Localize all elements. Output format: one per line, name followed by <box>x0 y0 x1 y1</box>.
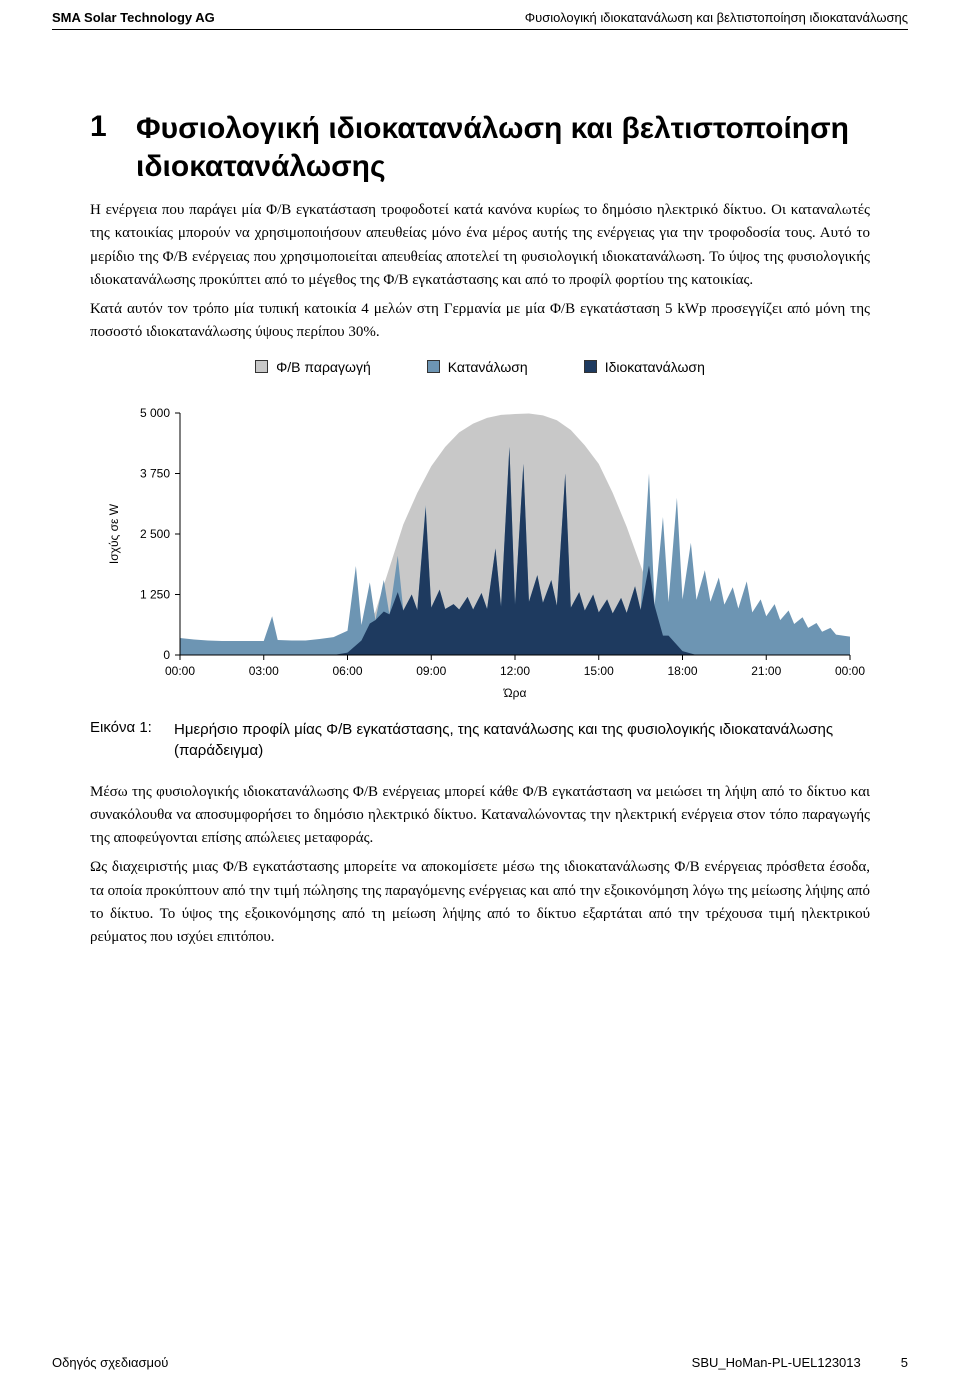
chart-legend: Φ/Β παραγωγή Κατανάλωση Ιδιοκατανάλωση <box>90 359 870 375</box>
svg-text:03:00: 03:00 <box>249 664 279 678</box>
svg-text:3 750: 3 750 <box>140 466 170 480</box>
legend-label-consumption: Κατανάλωση <box>448 359 528 375</box>
legend-swatch-consumption <box>427 360 440 373</box>
svg-text:15:00: 15:00 <box>584 664 614 678</box>
chart-svg: 0 1 250 2 500 3 750 5 000 00:00 03:00 06:00 09:0… <box>90 383 870 703</box>
legend-swatch-selfcons <box>584 360 597 373</box>
svg-text:12:00: 12:00 <box>500 664 530 678</box>
paragraph-4: Ως διαχειριστής μιας Φ/Β εγκατάστασης μπ… <box>90 856 870 949</box>
footer-left: Οδηγός σχεδιασμού <box>52 1355 168 1370</box>
svg-text:Ισχύς σε W: Ισχύς σε W <box>107 503 121 564</box>
svg-text:1 250: 1 250 <box>140 587 170 601</box>
legend-swatch-pv <box>255 360 268 373</box>
svg-text:21:00: 21:00 <box>751 664 781 678</box>
svg-text:2 500: 2 500 <box>140 527 170 541</box>
page-footer: Οδηγός σχεδιασμού SBU_HoMan-PL-UEL123013… <box>0 1355 960 1370</box>
figure-label: Εικόνα 1: <box>90 719 174 761</box>
svg-text:18:00: 18:00 <box>667 664 697 678</box>
svg-text:06:00: 06:00 <box>332 664 362 678</box>
legend-selfcons: Ιδιοκατανάλωση <box>584 359 705 375</box>
svg-text:Ώρα: Ώρα <box>503 686 527 700</box>
svg-text:0: 0 <box>163 648 170 662</box>
section-heading: 1 Φυσιολογική ιδιοκατανάλωση και βελτιστ… <box>90 110 870 185</box>
paragraph-3: Μέσω της φυσιολογικής ιδιοκατανάλωσης Φ/… <box>90 781 870 851</box>
section-number: 1 <box>90 110 136 144</box>
svg-text:09:00: 09:00 <box>416 664 446 678</box>
svg-text:00:00: 00:00 <box>165 664 195 678</box>
legend-consumption: Κατανάλωση <box>427 359 528 375</box>
svg-text:00:00: 00:00 <box>835 664 865 678</box>
page-content: 1 Φυσιολογική ιδιοκατανάλωση και βελτιστ… <box>0 30 960 949</box>
figure-caption: Εικόνα 1: Ημερήσιο προφίλ μίας Φ/Β εγκατ… <box>90 719 870 761</box>
page-header: SMA Solar Technology AG Φυσιολογική ιδιο… <box>0 0 960 25</box>
svg-text:5 000: 5 000 <box>140 406 170 420</box>
header-section-title: Φυσιολογική ιδιοκατανάλωση και βελτιστοπ… <box>525 10 908 25</box>
section-title: Φυσιολογική ιδιοκατανάλωση και βελτιστοπ… <box>136 110 870 185</box>
daily-profile-chart: 0 1 250 2 500 3 750 5 000 00:00 03:00 06:00 09:0… <box>90 383 870 703</box>
footer-doc-id: SBU_HoMan-PL-UEL123013 <box>692 1355 861 1370</box>
footer-page-number: 5 <box>901 1355 908 1370</box>
figure-text: Ημερήσιο προφίλ μίας Φ/Β εγκατάστασης, τ… <box>174 719 870 761</box>
header-company: SMA Solar Technology AG <box>52 10 215 25</box>
legend-pv: Φ/Β παραγωγή <box>255 359 371 375</box>
legend-label-pv: Φ/Β παραγωγή <box>276 359 371 375</box>
legend-label-selfcons: Ιδιοκατανάλωση <box>605 359 705 375</box>
paragraph-1: Η ενέργεια που παράγει μία Φ/Β εγκατάστα… <box>90 199 870 292</box>
paragraph-2: Κατά αυτόν τον τρόπο μία τυπική κατοικία… <box>90 298 870 345</box>
